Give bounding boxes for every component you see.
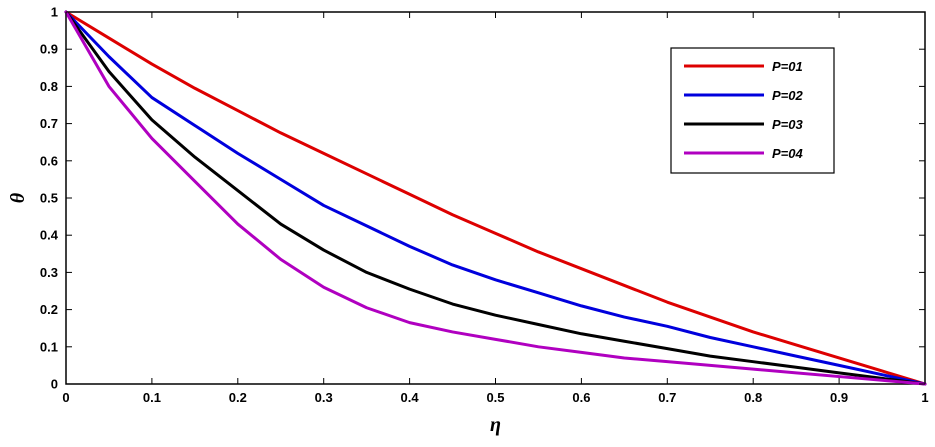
y-tick-label: 0.7 <box>40 116 58 131</box>
legend-label-4: P=04 <box>772 146 803 161</box>
y-tick-label: 1 <box>51 5 58 20</box>
y-tick-label: 0.9 <box>40 42 58 57</box>
x-tick-label: 0.1 <box>143 390 161 405</box>
legend-label-3: P=03 <box>772 117 803 132</box>
x-tick-label: 0.3 <box>315 390 333 405</box>
y-tick-label: 0 <box>51 377 58 392</box>
series-line-3 <box>64 10 927 386</box>
x-tick-label: 0.5 <box>486 390 504 405</box>
y-tick-label: 0.5 <box>40 191 58 206</box>
x-tick-label: 1 <box>921 390 928 405</box>
y-tick-label: 0.4 <box>40 228 59 243</box>
legend: P=01 P=02 P=03 P=04 <box>670 47 835 174</box>
series-line-4 <box>64 10 927 386</box>
legend-label-1: P=01 <box>772 59 803 74</box>
series-line-1 <box>64 10 927 386</box>
x-tick-label: 0.7 <box>658 390 676 405</box>
x-tick-label: 0.8 <box>744 390 762 405</box>
y-tick-label: 0.6 <box>40 153 58 168</box>
y-tick-label: 0.2 <box>40 302 58 317</box>
x-tick-label: 0.2 <box>229 390 247 405</box>
x-tick-label: 0 <box>62 390 69 405</box>
series-line-2 <box>64 10 927 386</box>
ticks-layer <box>65 11 926 385</box>
y-tick-label: 0.1 <box>40 339 58 354</box>
legend-label-2: P=02 <box>772 88 803 103</box>
x-tick-label: 0.4 <box>401 390 420 405</box>
x-axis-label: η <box>490 414 501 436</box>
y-tick-label: 0.3 <box>40 265 58 280</box>
x-tick-label: 0.9 <box>830 390 848 405</box>
y-axis-label: θ <box>7 192 29 203</box>
y-tick-label: 0.8 <box>40 79 58 94</box>
tick-labels-layer: 0 0.1 0.2 0.3 0.4 0.5 0.6 0.7 0.8 0.9 1 0 0.1 0.2 0.3 0… <box>40 5 929 406</box>
x-tick-label: 0.6 <box>572 390 590 405</box>
series-layer <box>64 10 927 386</box>
